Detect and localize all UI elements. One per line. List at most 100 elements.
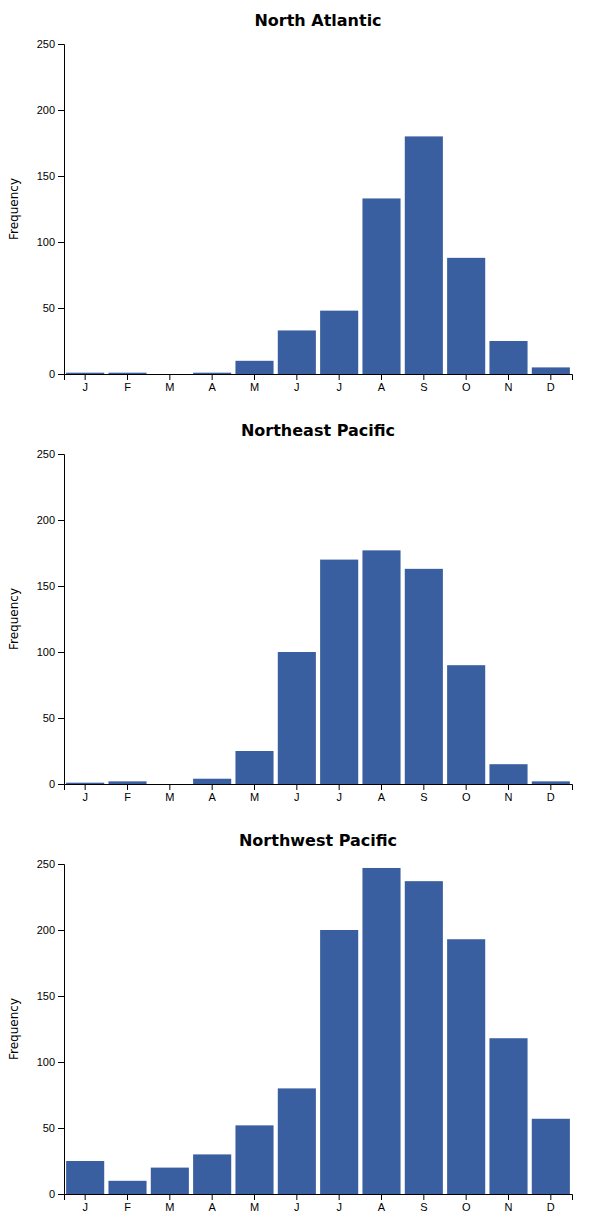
bar bbox=[108, 1181, 146, 1194]
tick-mark bbox=[339, 1194, 340, 1200]
tick: S bbox=[420, 1194, 427, 1213]
tick: 150 bbox=[37, 170, 64, 182]
tick-label: O bbox=[462, 381, 471, 393]
tick-label: S bbox=[420, 1201, 427, 1213]
tick: J bbox=[294, 374, 300, 393]
tick-label: M bbox=[250, 381, 259, 393]
bar bbox=[108, 781, 146, 784]
panel: 050100150200250JFMAMJJASONDNorth Atlanti… bbox=[7, 11, 573, 393]
tick: 250 bbox=[37, 448, 64, 460]
tick-mark bbox=[58, 652, 64, 653]
tick-label: A bbox=[378, 1201, 386, 1213]
tick-label: D bbox=[547, 791, 555, 803]
axis-line bbox=[65, 785, 573, 791]
panel: 050100150200250JFMAMJJASONDNortheast Pac… bbox=[7, 421, 573, 803]
tick-label: O bbox=[462, 1201, 471, 1213]
tick-mark bbox=[85, 1194, 86, 1200]
tick-label: 250 bbox=[37, 448, 55, 460]
y-axis-title: Frequency bbox=[7, 588, 21, 650]
tick-label: A bbox=[208, 381, 216, 393]
tick: J bbox=[82, 374, 88, 393]
bars bbox=[66, 136, 570, 374]
bar bbox=[447, 665, 485, 784]
bar bbox=[235, 1125, 273, 1194]
bar bbox=[362, 550, 400, 784]
tick-label: M bbox=[165, 1201, 174, 1213]
tick-label: 0 bbox=[49, 778, 55, 790]
tick-label: J bbox=[294, 381, 300, 393]
tick-label: D bbox=[547, 381, 555, 393]
tick: F bbox=[124, 784, 131, 803]
bar bbox=[193, 1154, 231, 1194]
tick-mark bbox=[466, 784, 467, 790]
tick: J bbox=[336, 1194, 342, 1213]
tick-label: J bbox=[294, 791, 300, 803]
tick-label: J bbox=[82, 381, 88, 393]
tick: 50 bbox=[43, 1122, 64, 1134]
tick-mark bbox=[466, 374, 467, 380]
tick-label: 50 bbox=[43, 302, 55, 314]
tick-mark bbox=[212, 784, 213, 790]
tick-label: N bbox=[505, 381, 513, 393]
tick: J bbox=[336, 374, 342, 393]
tick-label: 50 bbox=[43, 712, 55, 724]
tick-mark bbox=[381, 374, 382, 380]
tick-label: J bbox=[336, 791, 342, 803]
axis-line bbox=[65, 1195, 573, 1201]
tick-mark bbox=[58, 520, 64, 521]
tick: N bbox=[505, 374, 513, 393]
tick-label: 250 bbox=[37, 38, 55, 50]
bar bbox=[151, 1168, 189, 1194]
tick: 150 bbox=[37, 990, 64, 1002]
y-axis: 050100150200250 bbox=[37, 448, 65, 790]
bar bbox=[489, 341, 527, 374]
tick-label: N bbox=[505, 791, 513, 803]
tick-mark bbox=[85, 784, 86, 790]
tick-mark bbox=[339, 374, 340, 380]
tick-mark bbox=[58, 1194, 64, 1195]
tick-mark bbox=[127, 374, 128, 380]
tick-mark bbox=[212, 1194, 213, 1200]
tick-label: F bbox=[124, 381, 131, 393]
tick: 100 bbox=[37, 236, 64, 248]
bar bbox=[532, 367, 570, 374]
tick-label: J bbox=[82, 791, 88, 803]
tick-mark bbox=[58, 176, 64, 177]
tick: M bbox=[165, 374, 174, 393]
bar bbox=[532, 1119, 570, 1194]
tick-label: A bbox=[378, 791, 386, 803]
bar bbox=[66, 373, 104, 374]
tick: A bbox=[208, 1194, 216, 1213]
x-axis: JFMAMJJASOND bbox=[65, 1194, 573, 1213]
bar bbox=[66, 1161, 104, 1194]
tick-label: J bbox=[294, 1201, 300, 1213]
tick-mark bbox=[58, 718, 64, 719]
tick-mark bbox=[296, 374, 297, 380]
tick: 200 bbox=[37, 924, 64, 936]
tick: 0 bbox=[49, 368, 64, 380]
tick-label: 50 bbox=[43, 1122, 55, 1134]
tick-label: J bbox=[336, 1201, 342, 1213]
tick-mark bbox=[381, 784, 382, 790]
tick-mark bbox=[127, 1194, 128, 1200]
bar bbox=[278, 1088, 316, 1194]
tick-mark bbox=[58, 242, 64, 243]
bars bbox=[66, 868, 570, 1194]
tick-mark bbox=[296, 784, 297, 790]
bar bbox=[405, 881, 443, 1194]
tick: J bbox=[336, 784, 342, 803]
tick: 200 bbox=[37, 104, 64, 116]
tick: O bbox=[462, 784, 471, 803]
tick-label: M bbox=[250, 791, 259, 803]
tick-label: 200 bbox=[37, 924, 55, 936]
tick-mark bbox=[423, 374, 424, 380]
tick-mark bbox=[381, 1194, 382, 1200]
tick: M bbox=[250, 1194, 259, 1213]
axis-line bbox=[58, 455, 65, 785]
tick-label: J bbox=[336, 381, 342, 393]
y-axis-title: Frequency bbox=[7, 178, 21, 240]
title: Northwest Pacific bbox=[239, 831, 397, 850]
tick: 50 bbox=[43, 712, 64, 724]
tick: O bbox=[462, 1194, 471, 1213]
panel: 050100150200250JFMAMJJASONDNorthwest Pac… bbox=[7, 831, 573, 1213]
